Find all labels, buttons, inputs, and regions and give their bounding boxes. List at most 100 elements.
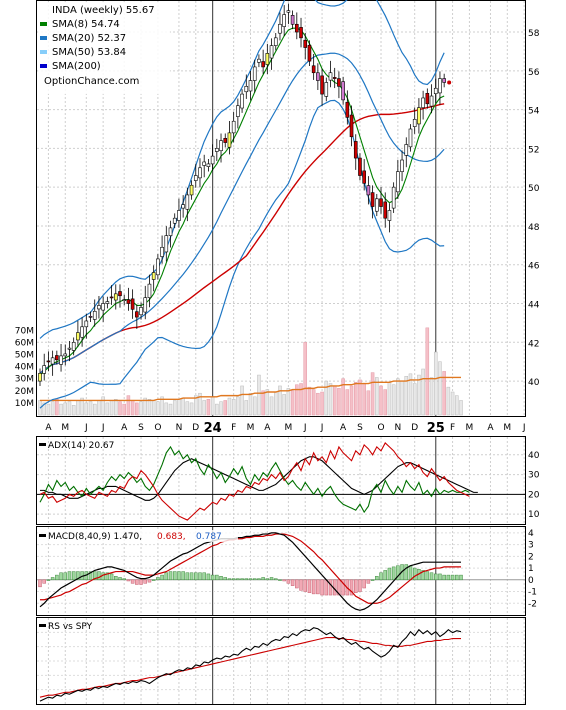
macd-histogram-bar bbox=[307, 579, 312, 593]
volume-bar bbox=[429, 377, 434, 416]
macd-histogram-bar bbox=[248, 578, 253, 581]
candle-body bbox=[92, 310, 97, 320]
candle-body bbox=[383, 201, 388, 219]
macd-histogram-bar bbox=[286, 579, 291, 584]
x-tick-label: O bbox=[154, 423, 161, 433]
volume-y-tick-label: 70M bbox=[15, 326, 34, 336]
x-tick-label: J bbox=[84, 423, 88, 433]
macd-histogram-bar bbox=[240, 578, 244, 581]
candle-body bbox=[206, 163, 211, 167]
candle-body bbox=[84, 320, 89, 328]
macd-histogram-bar bbox=[181, 571, 185, 581]
macd-histogram-bar bbox=[97, 571, 101, 581]
volume-bar bbox=[408, 373, 413, 416]
legend-swatch-sma20 bbox=[40, 36, 47, 40]
candle-body bbox=[438, 78, 442, 94]
candle-body bbox=[118, 291, 122, 297]
macd-histogram-bar bbox=[354, 579, 358, 593]
candle-body bbox=[379, 198, 383, 207]
volume-bar bbox=[172, 400, 177, 416]
volume-bar bbox=[265, 389, 270, 416]
rs-label: RS vs SPY bbox=[48, 622, 93, 632]
x-tick-label: N bbox=[176, 423, 183, 433]
volume-bar bbox=[147, 399, 152, 416]
macd-histogram-bar bbox=[118, 577, 122, 581]
candle-body bbox=[404, 144, 409, 156]
volume-bar bbox=[76, 400, 80, 416]
macd-histogram-bar bbox=[67, 571, 72, 581]
macd-histogram-bar bbox=[370, 579, 375, 581]
macd-histogram-bar bbox=[459, 574, 463, 581]
macd-histogram-bar bbox=[168, 571, 173, 581]
candle-body bbox=[353, 141, 358, 159]
volume-bar bbox=[227, 397, 232, 416]
volume-bar bbox=[122, 403, 126, 416]
volume-bar bbox=[345, 389, 350, 416]
macd-histogram-bar bbox=[311, 579, 316, 595]
candle-body bbox=[210, 155, 215, 165]
candle-body bbox=[177, 210, 181, 221]
macd-panel bbox=[36, 526, 526, 616]
volume-bar bbox=[354, 382, 358, 416]
price-y-tick-label: 42 bbox=[528, 339, 539, 349]
macd-histogram-bar bbox=[408, 565, 413, 581]
volume-bar bbox=[421, 368, 425, 416]
price-y-tick-label: 52 bbox=[528, 145, 539, 155]
macd-histogram-bar bbox=[76, 571, 80, 581]
macd-histogram-bar bbox=[164, 572, 169, 581]
adx-series-line-2 bbox=[39, 442, 470, 521]
candle-body bbox=[244, 86, 249, 93]
candle-body bbox=[215, 148, 219, 152]
adx-y-tick-label: 40 bbox=[528, 451, 540, 461]
candle-body bbox=[311, 65, 316, 74]
candle-body bbox=[324, 82, 329, 97]
x-tick-label: N bbox=[394, 423, 401, 433]
volume-bar bbox=[433, 351, 438, 416]
volume-bar bbox=[412, 383, 417, 416]
x-tick-label: A bbox=[121, 423, 128, 433]
candle-body bbox=[50, 357, 55, 365]
macd-y-tick-label: 0 bbox=[528, 576, 534, 586]
macd-histogram-value: 0.787 bbox=[196, 532, 222, 542]
candle-body bbox=[286, 10, 291, 13]
volume-bar bbox=[438, 361, 442, 416]
macd-histogram-bar bbox=[206, 573, 211, 581]
macd-histogram-bar bbox=[227, 578, 232, 581]
macd-histogram-bar bbox=[316, 579, 320, 595]
macd-histogram-bar bbox=[278, 579, 282, 581]
candle-body bbox=[429, 95, 434, 107]
legend-label-sma8: SMA(8) 54.74 bbox=[52, 19, 120, 30]
candle-body bbox=[42, 365, 47, 374]
candle-body bbox=[391, 186, 396, 209]
volume-y-tick-label: 20M bbox=[15, 387, 34, 397]
candle-body bbox=[168, 227, 173, 236]
volume-bar bbox=[269, 396, 274, 416]
macd-histogram-bar bbox=[105, 572, 110, 581]
candle-body bbox=[143, 297, 148, 313]
candle-body bbox=[80, 326, 84, 338]
candle-body bbox=[345, 101, 350, 118]
macd-histogram-bar bbox=[455, 574, 459, 581]
candle-body bbox=[151, 272, 156, 280]
last-price-marker bbox=[447, 80, 452, 85]
candle-body bbox=[156, 258, 160, 276]
volume-bar bbox=[252, 396, 257, 416]
candle-body bbox=[109, 296, 114, 299]
sma8-line bbox=[39, 27, 445, 376]
macd-histogram-bar bbox=[172, 571, 177, 581]
macd-histogram-bar bbox=[130, 579, 135, 584]
x-tick-label: F bbox=[231, 423, 236, 433]
volume-bar bbox=[198, 392, 202, 416]
x-tick-label: A bbox=[487, 423, 494, 433]
macd-histogram-bar bbox=[147, 579, 152, 583]
volume-bar bbox=[118, 401, 122, 416]
rs-series-line-1 bbox=[39, 627, 462, 702]
candle-body bbox=[126, 299, 131, 304]
macd-histogram-bar bbox=[337, 579, 341, 596]
macd-histogram-bar bbox=[252, 578, 257, 581]
volume-bar bbox=[375, 377, 379, 416]
macd-histogram-bar bbox=[126, 579, 131, 582]
volume-bar bbox=[455, 395, 459, 416]
volume-bar bbox=[244, 400, 249, 416]
